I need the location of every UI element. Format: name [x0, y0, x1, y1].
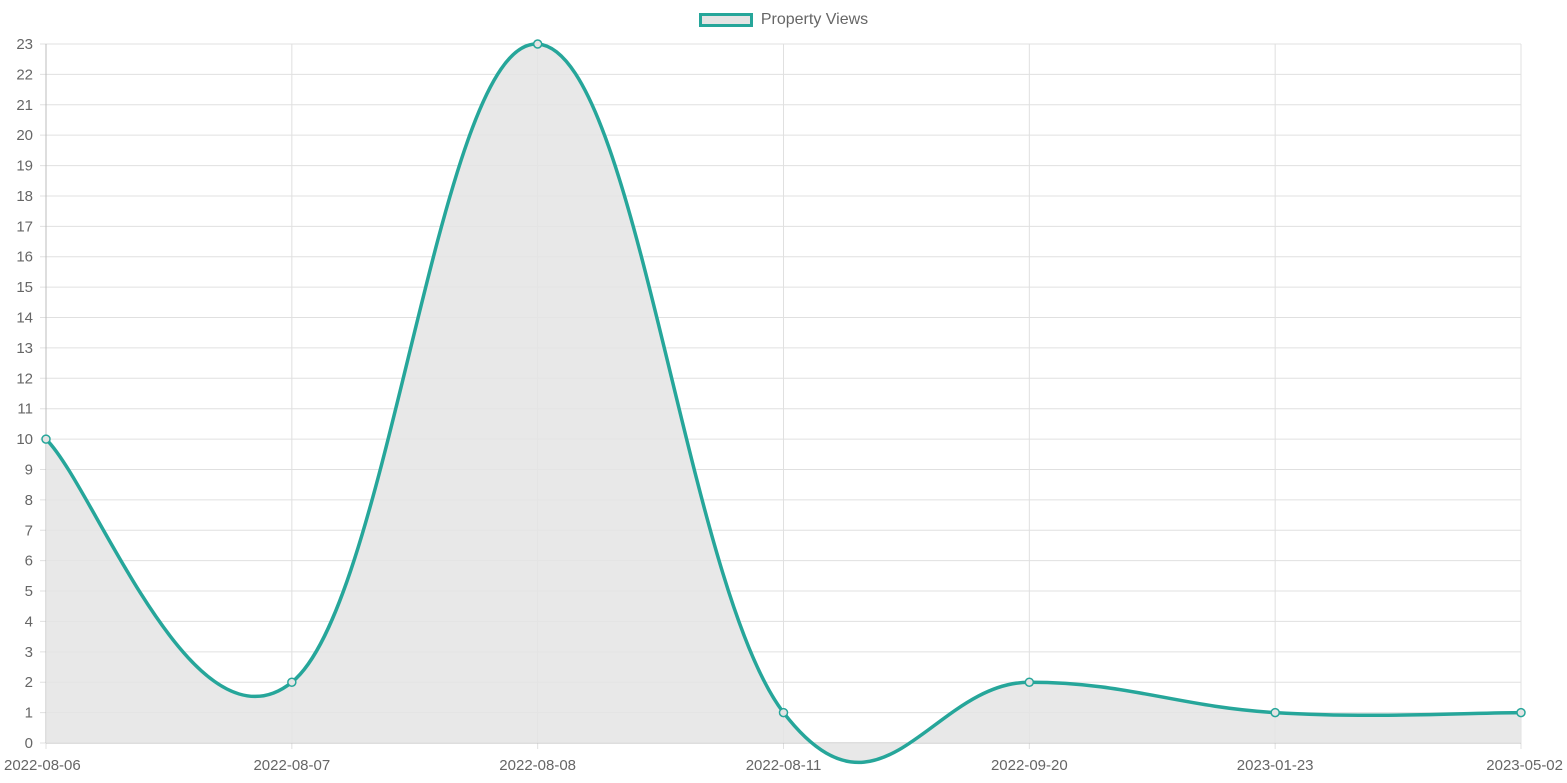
y-tick-label: 10: [16, 431, 33, 448]
y-tick-label: 8: [25, 492, 33, 509]
data-point[interactable]: [778, 707, 789, 718]
y-tick-label: 22: [16, 66, 33, 83]
y-tick-label: 5: [25, 583, 33, 600]
y-tick-label: 21: [16, 97, 33, 114]
x-tick-label: 2022-08-11: [746, 757, 822, 774]
x-tick-label: 2023-01-23: [1237, 757, 1314, 774]
y-tick-label: 0: [25, 735, 33, 752]
y-tick-label: 14: [16, 310, 33, 327]
y-tick-label: 17: [16, 218, 33, 235]
y-tick-label: 19: [16, 158, 33, 175]
y-tick-label: 6: [25, 553, 33, 570]
data-point[interactable]: [1270, 707, 1280, 718]
series-area: [46, 43, 1521, 763]
y-tick-label: 11: [17, 401, 33, 418]
data-point[interactable]: [532, 39, 543, 49]
y-tick-label: 1: [25, 705, 33, 722]
x-tick-label: 2023-05-02: [1486, 757, 1563, 774]
data-point[interactable]: [1024, 677, 1035, 687]
data-point[interactable]: [41, 434, 51, 444]
data-point[interactable]: [287, 677, 297, 687]
y-tick-label: 23: [16, 36, 33, 53]
y-tick-label: 7: [25, 522, 33, 539]
y-tick-label: 20: [16, 127, 33, 144]
x-tick-label: 2022-09-20: [991, 757, 1068, 774]
y-tick-label: 4: [25, 613, 33, 630]
y-tick-label: 18: [16, 188, 33, 205]
x-axis: 2022-08-06 2022-08-07 2022-08-08 2022-08-11…: [4, 757, 1563, 774]
y-tick-label: 15: [16, 279, 33, 296]
y-tick-label: 13: [16, 340, 33, 357]
x-tick-label: 2022-08-07: [253, 757, 330, 774]
y-tick-label: 3: [25, 644, 33, 661]
y-tick-label: 16: [16, 249, 33, 266]
x-tick-label: 2022-08-08: [499, 757, 576, 774]
data-point[interactable]: [1516, 707, 1526, 718]
grid: [40, 43, 1522, 749]
y-tick-label: 9: [25, 461, 33, 478]
x-tick-label: 2022-08-06: [4, 757, 81, 774]
y-tick-label: 12: [16, 370, 33, 387]
series-points: [41, 39, 1526, 718]
y-tick-label: 2: [25, 674, 33, 691]
